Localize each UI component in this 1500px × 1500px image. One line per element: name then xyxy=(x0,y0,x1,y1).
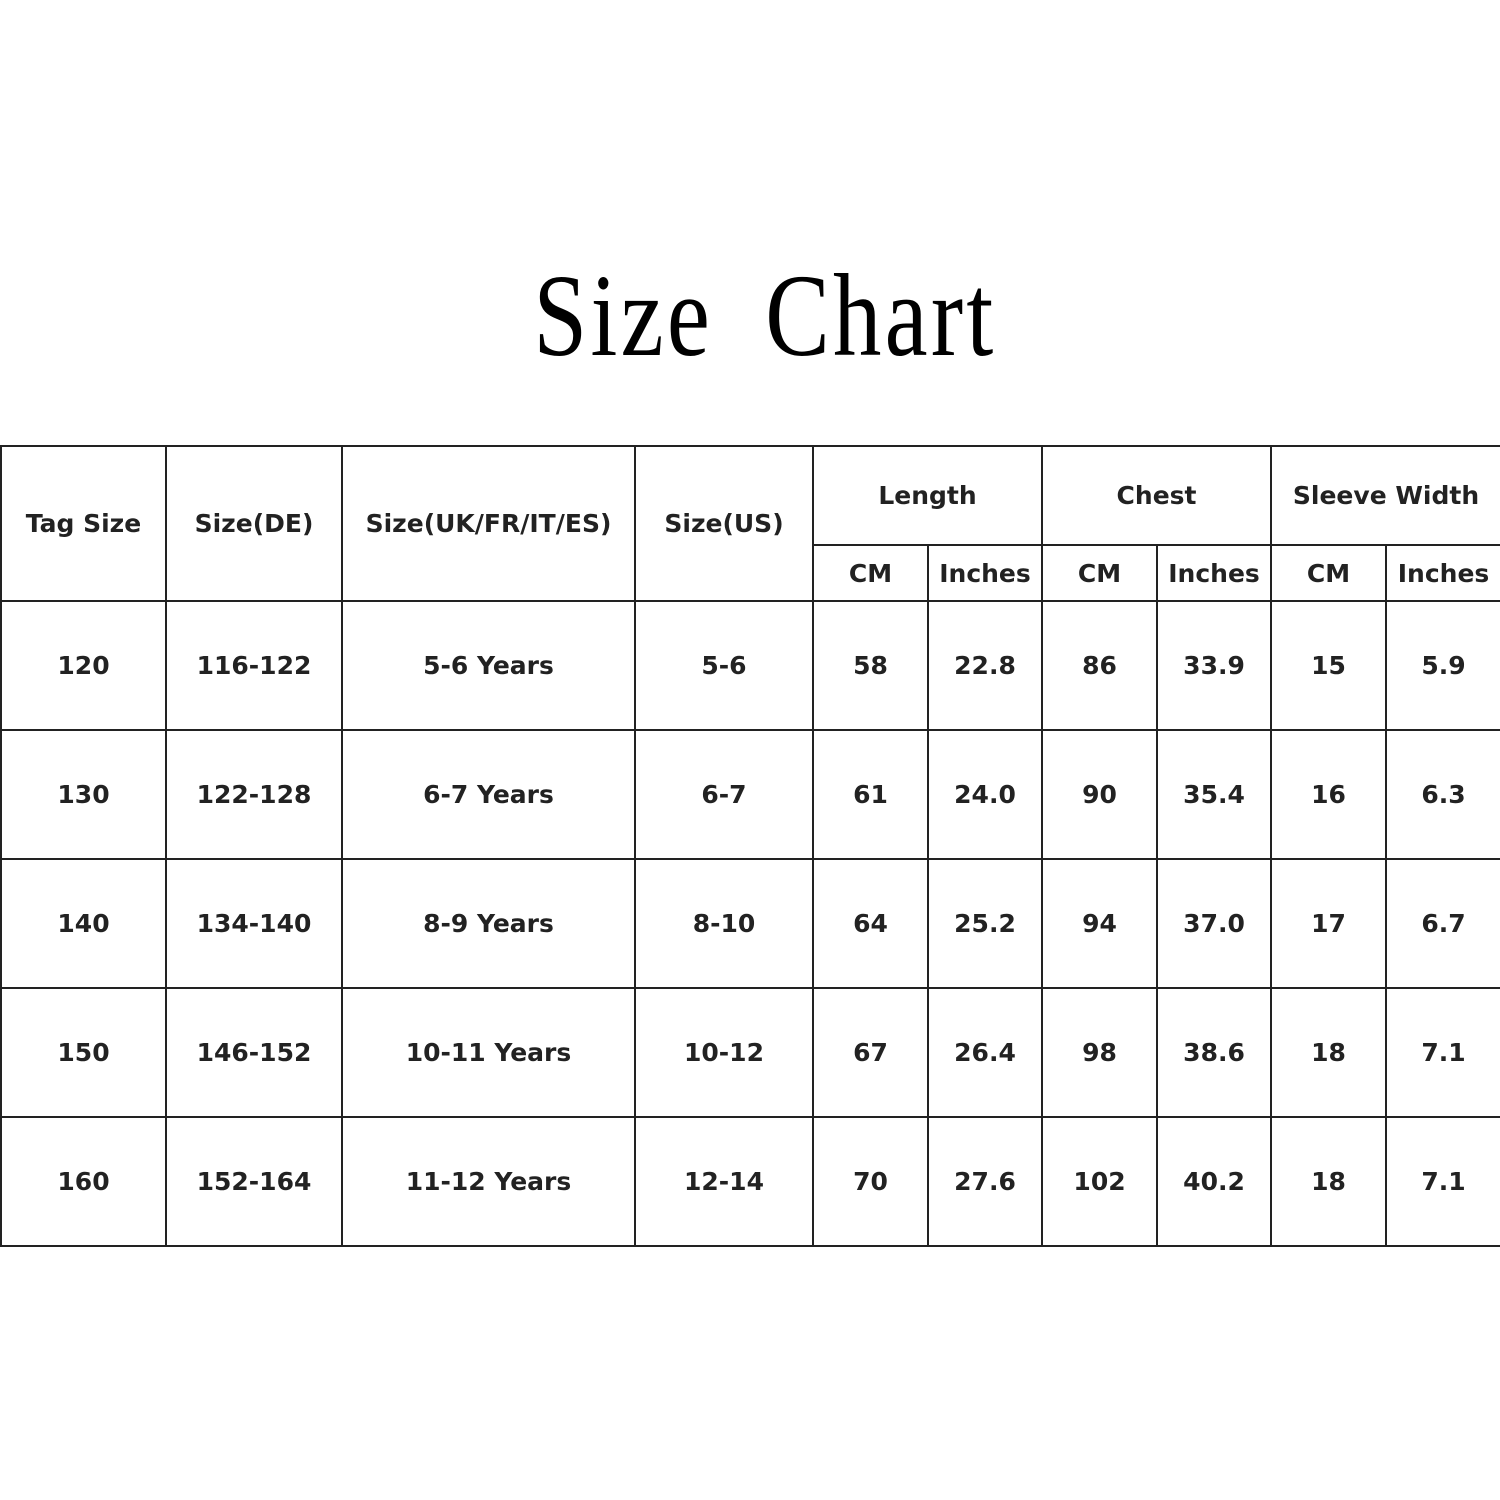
table-row: 120 116-122 5-6 Years 5-6 58 22.8 86 33.9 15 5.9 xyxy=(0,600,1500,731)
table-cell: 67 xyxy=(812,987,929,1118)
table-cell: 12-14 xyxy=(634,1116,814,1247)
table-cell: 22.8 xyxy=(926,600,1044,731)
table-cell: 61 xyxy=(812,729,929,860)
table-cell: 64 xyxy=(812,858,929,989)
table-cell: 6.3 xyxy=(1385,729,1500,860)
table-cell: 70 xyxy=(812,1116,929,1247)
table-cell: 40.2 xyxy=(1156,1116,1273,1247)
table-cell: 10-11 Years xyxy=(341,987,636,1118)
table-cell: 16 xyxy=(1270,729,1388,860)
table-cell: 24.0 xyxy=(926,729,1044,860)
table-cell: 146-152 xyxy=(165,987,343,1118)
subheader-inches: Inches xyxy=(926,544,1044,602)
table-row: 160 152-164 11-12 Years 12-14 70 27.6 102 40.2 1… xyxy=(0,1116,1500,1247)
table-cell: 98 xyxy=(1041,987,1159,1118)
table-cell: 116-122 xyxy=(165,600,343,731)
table-cell: 25.2 xyxy=(926,858,1044,989)
table-cell: 27.6 xyxy=(926,1116,1044,1247)
table-cell: 134-140 xyxy=(165,858,343,989)
table-row: 150 146-152 10-11 Years 10-12 67 26.4 98 38.6 18… xyxy=(0,987,1500,1118)
table-row: 130 122-128 6-7 Years 6-7 61 24.0 90 35.4 16 6.3 xyxy=(0,729,1500,860)
header-tag-size: Tag Size xyxy=(0,445,167,602)
table-cell: 160 xyxy=(0,1116,167,1247)
table-cell: 150 xyxy=(0,987,167,1118)
header-size-de: Size(DE) xyxy=(165,445,343,602)
table-cell: 18 xyxy=(1270,987,1388,1118)
table-cell: 102 xyxy=(1041,1116,1159,1247)
page-title: Size Chart xyxy=(533,250,997,381)
table-cell: 26.4 xyxy=(926,987,1044,1118)
subheader-cm: CM xyxy=(812,544,929,602)
subheader-cm: CM xyxy=(1270,544,1388,602)
table-cell: 120 xyxy=(0,600,167,731)
table-cell: 5-6 Years xyxy=(341,600,636,731)
header-length: Length xyxy=(811,445,1044,546)
table-cell: 152-164 xyxy=(165,1116,343,1247)
table-cell: 15 xyxy=(1270,600,1388,731)
subheader-inches: Inches xyxy=(1156,544,1273,602)
table-cell: 33.9 xyxy=(1156,600,1273,731)
table-cell: 6-7 Years xyxy=(341,729,636,860)
table-cell: 130 xyxy=(0,729,167,860)
table-cell: 7.1 xyxy=(1385,1116,1500,1247)
table-cell: 35.4 xyxy=(1156,729,1273,860)
table-cell: 5-6 xyxy=(634,600,814,731)
table-cell: 10-12 xyxy=(634,987,814,1118)
table-cell: 37.0 xyxy=(1156,858,1273,989)
table-cell: 6-7 xyxy=(634,729,814,860)
header-chest: Chest xyxy=(1041,445,1273,546)
table-cell: 8-9 Years xyxy=(341,858,636,989)
table-cell: 140 xyxy=(0,858,167,989)
header-size-us: Size(US) xyxy=(634,445,814,602)
header-sleeve-width: Sleeve Width xyxy=(1270,445,1500,546)
table-cell: 5.9 xyxy=(1385,600,1500,731)
table-cell: 7.1 xyxy=(1385,987,1500,1118)
subheader-inches: Inches xyxy=(1385,544,1500,602)
table-row: 140 134-140 8-9 Years 8-10 64 25.2 94 37.0 17 6.7 xyxy=(0,858,1500,989)
table-cell: 17 xyxy=(1270,858,1388,989)
table-cell: 11-12 Years xyxy=(341,1116,636,1247)
table-cell: 38.6 xyxy=(1156,987,1273,1118)
table-cell: 122-128 xyxy=(165,729,343,860)
table-cell: 90 xyxy=(1041,729,1159,860)
table-cell: 18 xyxy=(1270,1116,1388,1247)
table-cell: 58 xyxy=(812,600,929,731)
size-chart-table: Tag Size Size(DE) Size(UK/FR/IT/ES) Size… xyxy=(0,445,1500,1247)
table-cell: 8-10 xyxy=(634,858,814,989)
header-size-uk: Size(UK/FR/IT/ES) xyxy=(341,445,636,602)
subheader-cm: CM xyxy=(1041,544,1159,602)
table-cell: 6.7 xyxy=(1385,858,1500,989)
table-cell: 94 xyxy=(1041,858,1159,989)
table-cell: 86 xyxy=(1041,600,1159,731)
